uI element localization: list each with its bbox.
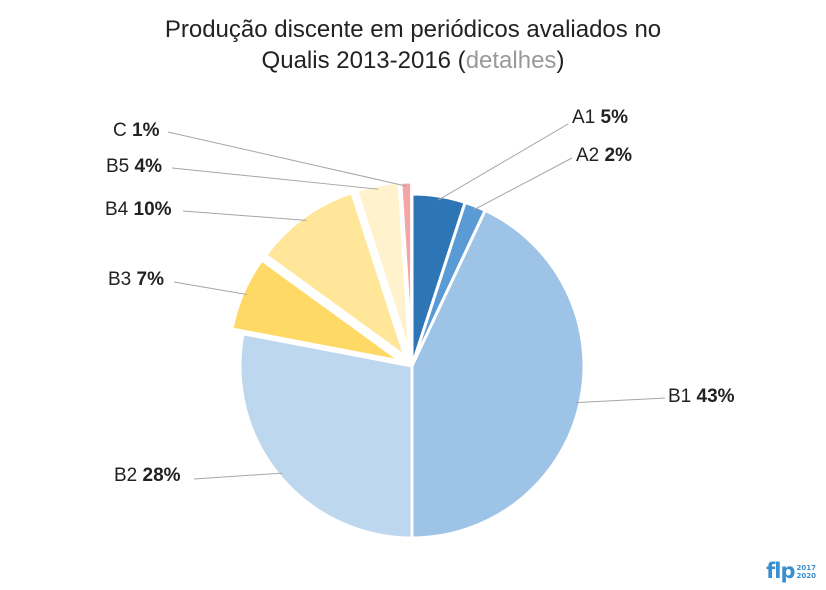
slice-percent: 43%	[697, 386, 735, 407]
slice-labels: A1 5% A2 2% B1 43% B2 28% B3 7% B4 10% B5 4% C …	[105, 107, 735, 486]
pie-slice-b2	[238, 332, 414, 540]
logo-year-start: 2017	[796, 564, 816, 572]
slice-label-b1: B1 43%	[668, 386, 735, 407]
slice-label-b5: B5 4%	[106, 156, 162, 177]
slice-category: B5	[106, 156, 135, 177]
leader-line-c	[167, 131, 407, 187]
chart-title-close: )	[556, 47, 565, 74]
slice-category: A1	[572, 107, 601, 128]
slice-percent: 4%	[135, 156, 163, 177]
slice-label-a1: A1 5%	[572, 107, 628, 128]
slice-label-b2: B2 28%	[114, 465, 181, 486]
logo-year-end: 2020	[796, 572, 816, 580]
slice-category: C	[113, 120, 132, 141]
chart-title: Produção discente em periódicos avaliado…	[0, 14, 826, 76]
leader-line-a2	[473, 157, 573, 211]
leader-line-b1	[575, 397, 666, 404]
slice-category: B3	[108, 269, 137, 290]
slice-percent: 5%	[601, 107, 629, 128]
leader-line-b2	[193, 472, 283, 480]
leader-line-b3	[173, 281, 247, 296]
slice-percent: 10%	[134, 199, 172, 220]
pie-slice-b1	[410, 208, 586, 540]
pie-slice-c	[399, 180, 414, 355]
details-link[interactable]: detalhes	[465, 47, 557, 74]
slice-percent: 1%	[132, 120, 160, 141]
logo-years: 2017 2020	[797, 564, 816, 582]
slice-label-b4: B4 10%	[105, 199, 172, 220]
pie-slice-b4	[263, 190, 408, 361]
slice-category: B2	[114, 465, 143, 486]
slice-percent: 2%	[605, 145, 633, 166]
slice-percent: 7%	[137, 269, 165, 290]
leader-lines	[167, 123, 666, 480]
slice-category: A2	[576, 145, 605, 166]
chart-title-text: Qualis 2013-2016 (	[261, 47, 466, 74]
pie-slice-b5	[354, 180, 412, 355]
slice-label-a2: A2 2%	[576, 145, 632, 166]
slice-percent: 28%	[143, 465, 181, 486]
logo-text: flp	[766, 559, 795, 583]
pie-slices	[230, 180, 586, 540]
leader-line-b5	[171, 167, 379, 190]
chart-title-line2: Qualis 2013-2016 (detalhes)	[0, 45, 826, 76]
leader-line-b4	[182, 210, 307, 221]
slice-category: B1	[668, 386, 697, 407]
brand-logo: flp 2017 2020	[766, 561, 816, 582]
leader-line-a1	[438, 123, 569, 201]
slice-category: B4	[105, 199, 134, 220]
pie-slice-b3	[230, 258, 402, 363]
slice-label-b3: B3 7%	[108, 269, 164, 290]
slice-label-c: C 1%	[113, 120, 160, 141]
chart-title-line1: Produção discente em periódicos avaliado…	[164, 16, 662, 43]
